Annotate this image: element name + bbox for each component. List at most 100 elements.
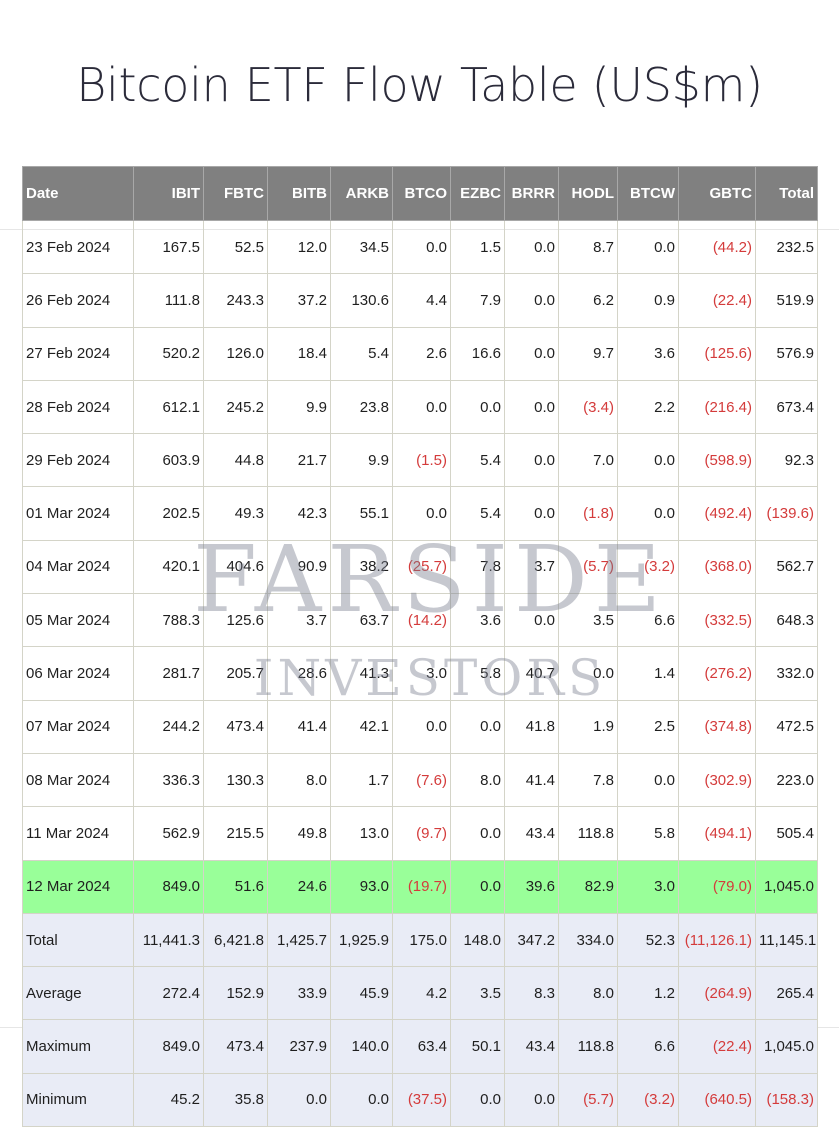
value-cell: 41.4 (504, 752, 559, 808)
row-label-cell: 28 Feb 2024 (22, 379, 134, 435)
value-cell: 205.7 (203, 646, 268, 701)
table-row: 29 Feb 2024 603.9 44.8 21.7 9.9 (1.5) 5.4 0.0 7.… (22, 433, 818, 488)
value-cell: (5.7) (558, 1072, 618, 1128)
value-cell: (9.7) (392, 806, 451, 861)
value-cell: 167.5 (133, 219, 204, 275)
value-cell: 1,425.7 (267, 912, 331, 968)
value-cell: 41.8 (504, 699, 559, 754)
value-cell: 82.9 (558, 859, 618, 914)
table-row: 28 Feb 2024 612.1 245.2 9.9 23.8 0.0 0.0 0.0 (3.… (22, 379, 818, 435)
value-cell: 63.4 (392, 1019, 451, 1074)
value-cell: 8.0 (267, 752, 331, 808)
value-cell: 175.0 (392, 912, 451, 968)
value-cell: 33.9 (267, 966, 331, 1021)
value-cell: 8.0 (450, 752, 505, 808)
value-cell: 90.9 (267, 539, 331, 595)
column-header: BRRR (504, 166, 559, 221)
value-cell: 18.4 (267, 326, 331, 381)
row-label-cell: 23 Feb 2024 (22, 219, 134, 275)
value-cell: 152.9 (203, 966, 268, 1021)
value-cell: 1.7 (330, 752, 393, 808)
value-cell: 37.2 (267, 273, 331, 328)
column-header: FBTC (203, 166, 268, 221)
value-cell: 43.4 (504, 1019, 559, 1074)
value-cell: 473.4 (203, 1019, 268, 1074)
value-cell: 41.4 (267, 699, 331, 754)
value-cell: 673.4 (755, 379, 818, 435)
value-cell: 7.9 (450, 273, 505, 328)
value-cell: 3.6 (450, 593, 505, 648)
etf-flow-table: Date IBIT FBTC BITB ARKB BTCO EZBC BRRR HODL BTCW… (22, 166, 818, 1128)
value-cell: (19.7) (392, 859, 451, 914)
value-cell: 45.9 (330, 966, 393, 1021)
value-cell: (125.6) (678, 326, 756, 381)
value-cell: (216.4) (678, 379, 756, 435)
value-cell: 0.0 (504, 326, 559, 381)
value-cell: 5.4 (330, 326, 393, 381)
value-cell: (11,126.1) (678, 912, 756, 968)
value-cell: 4.2 (392, 966, 451, 1021)
value-cell: 50.1 (450, 1019, 505, 1074)
value-cell: (1.5) (392, 433, 451, 488)
row-label-cell: Average (22, 966, 134, 1021)
row-label-cell: 12 Mar 2024 (22, 859, 134, 914)
value-cell: 0.0 (558, 646, 618, 701)
value-cell: 4.4 (392, 273, 451, 328)
value-cell: 404.6 (203, 539, 268, 595)
value-cell: 0.0 (450, 859, 505, 914)
row-label-cell: 11 Mar 2024 (22, 806, 134, 861)
value-cell: 2.6 (392, 326, 451, 381)
value-cell: 38.2 (330, 539, 393, 595)
value-cell: 336.3 (133, 752, 204, 808)
value-cell: 0.0 (504, 593, 559, 648)
value-cell: 52.5 (203, 219, 268, 275)
value-cell: 519.9 (755, 273, 818, 328)
value-cell: 6,421.8 (203, 912, 268, 968)
value-cell: 245.2 (203, 379, 268, 435)
value-cell: 6.6 (617, 593, 679, 648)
value-cell: 272.4 (133, 966, 204, 1021)
value-cell: (302.9) (678, 752, 756, 808)
value-cell: 0.0 (392, 699, 451, 754)
value-cell: 118.8 (558, 806, 618, 861)
value-cell: 520.2 (133, 326, 204, 381)
value-cell: (79.0) (678, 859, 756, 914)
value-cell: 849.0 (133, 859, 204, 914)
value-cell: 1,045.0 (755, 1019, 818, 1074)
column-header: BTCO (392, 166, 451, 221)
value-cell: 3.5 (450, 966, 505, 1021)
value-cell: 473.4 (203, 699, 268, 754)
value-cell: 0.0 (504, 219, 559, 275)
value-cell: 0.0 (450, 379, 505, 435)
value-cell: 111.8 (133, 273, 204, 328)
table-body: 23 Feb 2024 167.5 52.5 12.0 34.5 0.0 1.5 0.0 8.7… (22, 219, 818, 1128)
page-title: Bitcoin ETF Flow Table (US$m) (76, 58, 763, 112)
value-cell: 5.4 (450, 486, 505, 541)
value-cell: 8.7 (558, 219, 618, 275)
value-cell: 420.1 (133, 539, 204, 595)
value-cell: 12.0 (267, 219, 331, 275)
value-cell: 0.0 (617, 219, 679, 275)
value-cell: 140.0 (330, 1019, 393, 1074)
value-cell: 49.3 (203, 486, 268, 541)
value-cell: 0.0 (450, 1072, 505, 1128)
value-cell: 16.6 (450, 326, 505, 381)
value-cell: 21.7 (267, 433, 331, 488)
table-row: 04 Mar 2024 420.1 404.6 90.9 38.2 (25.7) 7.8 3.… (22, 539, 818, 595)
value-cell: 130.3 (203, 752, 268, 808)
value-cell: 0.0 (504, 1072, 559, 1128)
value-cell: (25.7) (392, 539, 451, 595)
value-cell: 130.6 (330, 273, 393, 328)
value-cell: (3.4) (558, 379, 618, 435)
table-row-highlighted: 12 Mar 2024 849.0 51.6 24.6 93.0 (19.7) 0.0 39.… (22, 859, 818, 914)
value-cell: (3.2) (617, 539, 679, 595)
table-row: 06 Mar 2024 281.7 205.7 28.6 41.3 3.0 5.8 40.7 0… (22, 646, 818, 701)
value-cell: 5.4 (450, 433, 505, 488)
value-cell: (14.2) (392, 593, 451, 648)
value-cell: 28.6 (267, 646, 331, 701)
value-cell: 42.3 (267, 486, 331, 541)
row-label-cell: 07 Mar 2024 (22, 699, 134, 754)
value-cell: 505.4 (755, 806, 818, 861)
summary-row: Average 272.4 152.9 33.9 45.9 4.2 3.5 8.3 8.0 1.2… (22, 966, 818, 1021)
value-cell: 0.0 (504, 433, 559, 488)
